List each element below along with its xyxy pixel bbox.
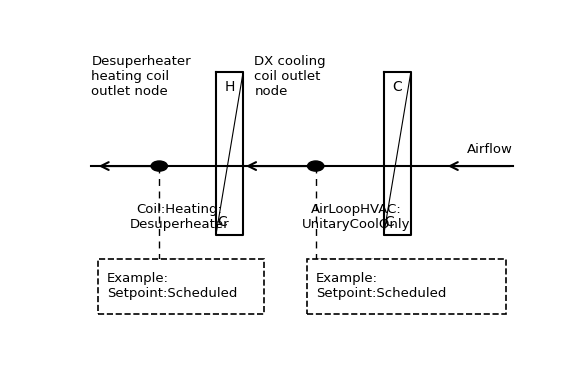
- FancyBboxPatch shape: [307, 259, 506, 314]
- Circle shape: [151, 161, 167, 171]
- Text: Coil:Heating:
Desuperheater: Coil:Heating: Desuperheater: [130, 203, 229, 231]
- Text: H: H: [225, 80, 235, 94]
- Text: C: C: [385, 215, 394, 229]
- Text: C: C: [393, 80, 402, 94]
- Text: Airflow: Airflow: [467, 143, 513, 156]
- Text: C: C: [217, 215, 227, 229]
- Text: Example:
Setpoint:Scheduled: Example: Setpoint:Scheduled: [316, 272, 446, 300]
- FancyBboxPatch shape: [98, 259, 263, 314]
- Text: Example:
Setpoint:Scheduled: Example: Setpoint:Scheduled: [107, 272, 238, 300]
- Circle shape: [308, 161, 324, 171]
- Text: DX cooling
coil outlet
node: DX cooling coil outlet node: [254, 55, 326, 98]
- Text: Desuperheater
heating coil
outlet node: Desuperheater heating coil outlet node: [91, 55, 191, 98]
- Text: AirLoopHVAC:
UnitaryCoolOnly: AirLoopHVAC: UnitaryCoolOnly: [302, 203, 411, 231]
